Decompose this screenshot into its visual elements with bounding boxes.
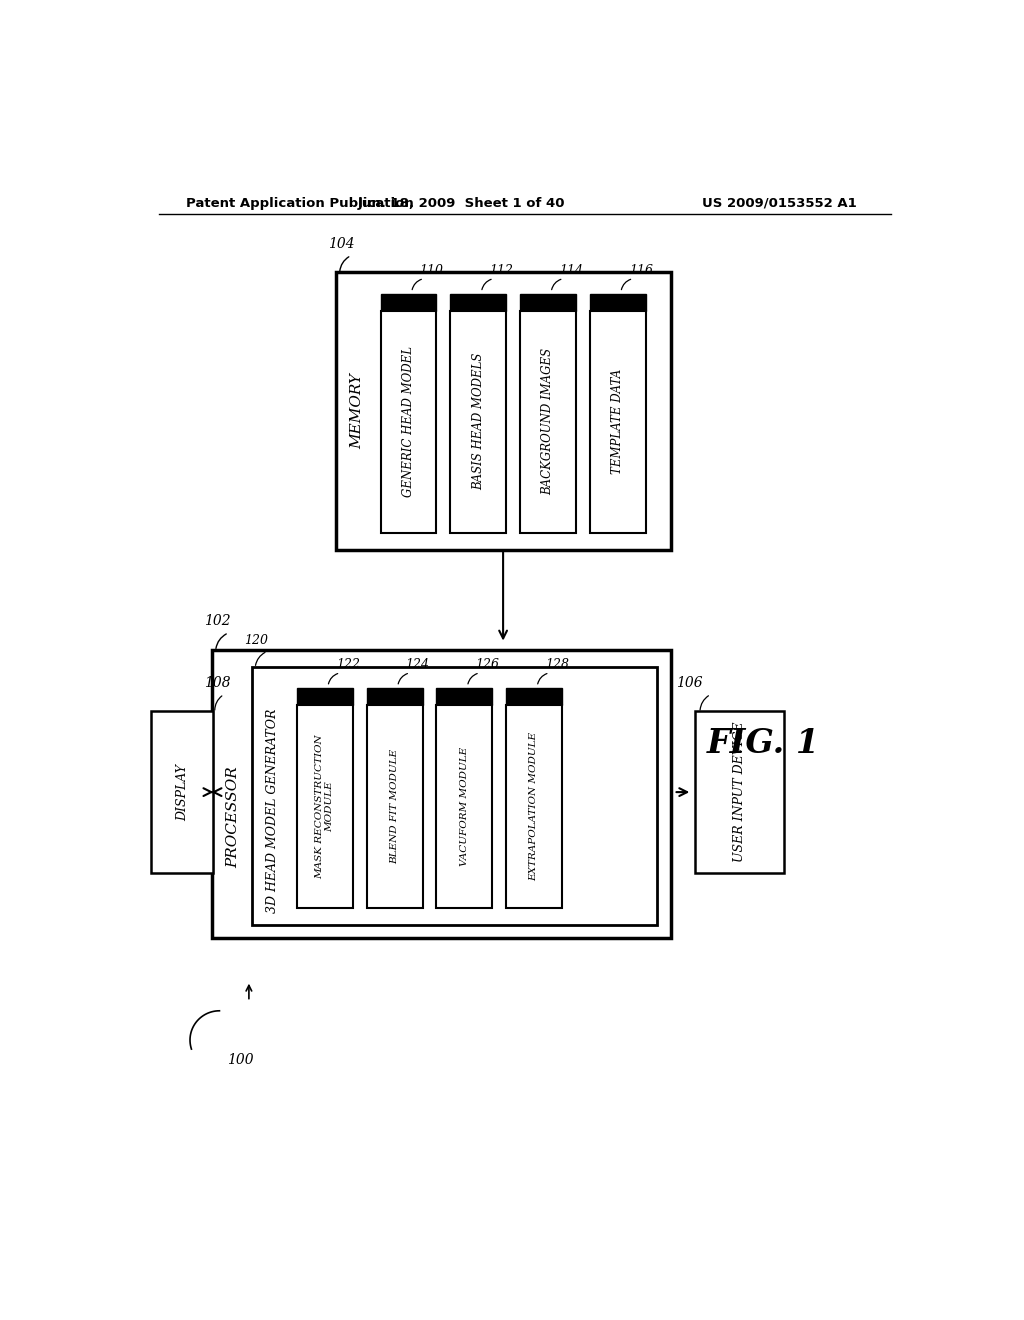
Bar xyxy=(451,312,506,533)
Text: 120: 120 xyxy=(245,634,268,647)
Text: MEMORY: MEMORY xyxy=(350,374,365,449)
Text: MASK RECONSTRUCTION
MODULE: MASK RECONSTRUCTION MODULE xyxy=(315,734,335,879)
Bar xyxy=(152,711,213,873)
Text: GENERIC HEAD MODEL: GENERIC HEAD MODEL xyxy=(402,346,415,498)
Text: 100: 100 xyxy=(227,1053,254,1067)
Text: 106: 106 xyxy=(676,676,702,689)
Bar xyxy=(367,705,423,908)
Text: EXTRAPOLATION MODULE: EXTRAPOLATION MODULE xyxy=(529,731,539,880)
Text: VACUFORM MODULE: VACUFORM MODULE xyxy=(460,747,469,866)
Text: Jun. 18, 2009  Sheet 1 of 40: Jun. 18, 2009 Sheet 1 of 40 xyxy=(357,197,565,210)
Bar xyxy=(252,667,656,924)
Bar xyxy=(506,688,562,705)
Bar xyxy=(436,705,493,908)
Text: 104: 104 xyxy=(328,236,354,251)
Bar xyxy=(695,711,784,873)
Bar xyxy=(297,688,352,705)
Text: 124: 124 xyxy=(406,659,429,671)
Bar xyxy=(436,688,493,705)
Text: USER INPUT DEVICE: USER INPUT DEVICE xyxy=(733,722,746,862)
Bar xyxy=(367,688,423,705)
Bar xyxy=(520,294,575,312)
Text: PROCESSOR: PROCESSOR xyxy=(226,766,241,869)
Text: BASIS HEAD MODELS: BASIS HEAD MODELS xyxy=(472,352,484,491)
Bar xyxy=(520,312,575,533)
Text: FIG. 1: FIG. 1 xyxy=(707,727,820,760)
Bar xyxy=(451,294,506,312)
Text: US 2009/0153552 A1: US 2009/0153552 A1 xyxy=(701,197,856,210)
Text: BACKGROUND IMAGES: BACKGROUND IMAGES xyxy=(542,348,555,495)
Bar xyxy=(506,705,562,908)
Text: 116: 116 xyxy=(629,264,652,277)
Text: 128: 128 xyxy=(545,659,569,671)
Bar xyxy=(590,312,646,533)
Text: Patent Application Publication: Patent Application Publication xyxy=(186,197,414,210)
Bar xyxy=(590,294,646,312)
Bar xyxy=(297,705,352,908)
Text: 122: 122 xyxy=(336,659,359,671)
Bar xyxy=(336,272,671,549)
Bar xyxy=(212,649,671,939)
Text: DISPLAY: DISPLAY xyxy=(176,763,188,821)
Text: 102: 102 xyxy=(204,614,230,628)
Text: TEMPLATE DATA: TEMPLATE DATA xyxy=(611,370,625,474)
Text: 114: 114 xyxy=(559,264,583,277)
Text: 126: 126 xyxy=(475,659,500,671)
Text: 108: 108 xyxy=(204,676,230,689)
Text: 112: 112 xyxy=(489,264,513,277)
Text: 110: 110 xyxy=(420,264,443,277)
Text: 3D HEAD MODEL GENERATOR: 3D HEAD MODEL GENERATOR xyxy=(265,709,279,913)
Bar xyxy=(381,312,436,533)
Bar xyxy=(381,294,436,312)
Text: BLEND FIT MODULE: BLEND FIT MODULE xyxy=(390,748,399,863)
